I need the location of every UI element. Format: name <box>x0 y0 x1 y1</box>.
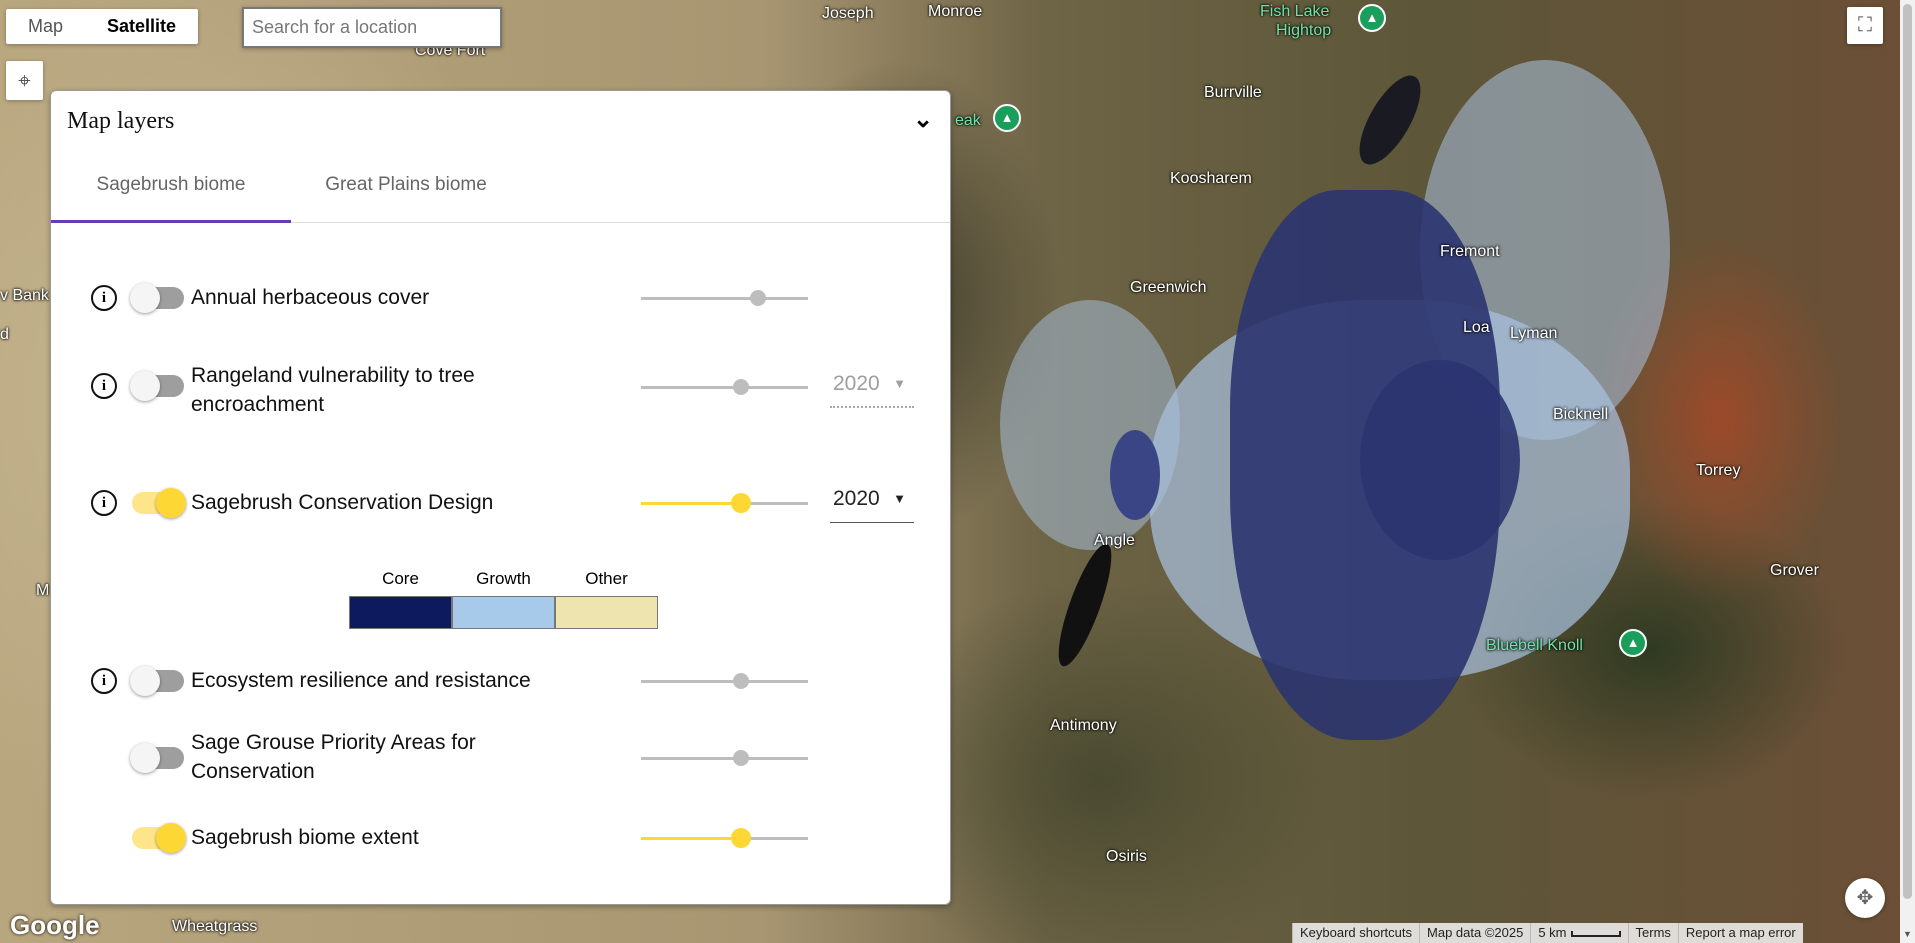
legend-label: Growth <box>476 569 531 588</box>
mountain-peak-icon[interactable]: ▲ <box>993 104 1021 132</box>
layer-toggle[interactable] <box>130 371 184 401</box>
location-search-input[interactable] <box>242 7 502 48</box>
info-icon[interactable]: i <box>91 668 117 694</box>
place-label: Torrey <box>1696 462 1741 479</box>
biome-tabs: Sagebrush biome Great Plains biome <box>51 151 950 223</box>
lake <box>1048 538 1122 672</box>
place-label: Wheatgrass <box>172 918 258 935</box>
lake <box>1347 66 1433 174</box>
layer-toggle[interactable] <box>130 283 184 313</box>
layer-label: Sage Grouse Priority Areas for Conservat… <box>191 731 476 783</box>
mountain-peak-icon[interactable]: ▲ <box>1619 629 1647 657</box>
place-label: Greenwich <box>1130 279 1207 296</box>
layer-toggle[interactable] <box>130 666 184 696</box>
place-label: Fremont <box>1440 243 1500 260</box>
scale-line <box>1570 930 1621 937</box>
year-value: 2020 <box>833 487 880 510</box>
place-label: Lyman <box>1510 325 1558 342</box>
map-layers-panel: Map layers ⌄ Sagebrush biome Great Plain… <box>50 90 951 905</box>
layer-toggle[interactable] <box>132 823 186 853</box>
tab-great-plains-biome[interactable]: Great Plains biome <box>325 174 487 195</box>
growth-area <box>1000 300 1180 550</box>
map-type-map-button[interactable]: Map <box>28 16 64 36</box>
place-label: Koosharem <box>1170 170 1252 187</box>
map-type-satellite-button[interactable]: Satellite <box>107 16 177 36</box>
info-icon[interactable]: i <box>91 285 117 311</box>
mountain-peak-icon[interactable]: ▲ <box>1358 4 1386 32</box>
scale-bar[interactable]: 5 km <box>1530 923 1627 943</box>
place-label: Bluebell Knoll <box>1486 637 1583 654</box>
legend-swatch-core <box>349 596 452 629</box>
info-icon[interactable]: i <box>91 490 117 516</box>
place-label: Antimony <box>1050 717 1117 734</box>
place-label: Monroe <box>928 3 983 20</box>
opacity-slider[interactable] <box>641 750 808 766</box>
legend-swatch-growth <box>452 596 555 629</box>
report-map-error-link[interactable]: Report a map error <box>1677 923 1803 943</box>
page-scrollbar[interactable]: ▼ <box>1900 0 1915 943</box>
place-label: Grover <box>1770 562 1819 579</box>
terms-link[interactable]: Terms <box>1627 923 1678 943</box>
fullscreen-icon[interactable]: ⛶ <box>1847 7 1883 44</box>
layer-toggle[interactable] <box>130 743 184 773</box>
layer-toggle[interactable] <box>132 488 186 518</box>
dropdown-arrow-icon: ▼ <box>893 491 906 506</box>
legend-label: Core <box>382 569 419 588</box>
place-label: Bicknell <box>1553 406 1609 423</box>
google-logo: Google <box>10 910 100 940</box>
scrollbar-thumb[interactable] <box>1903 4 1912 899</box>
info-icon[interactable]: i <box>91 373 117 399</box>
core-area <box>1360 360 1520 560</box>
place-label: v Bank <box>0 287 49 304</box>
legend-swatch-other <box>555 596 658 629</box>
place-label: Hightop <box>1276 22 1332 39</box>
layer-label: Ecosystem resilience and resistance <box>191 669 531 692</box>
legend-label: Other <box>585 569 628 588</box>
year-dropdown[interactable]: 2020 ▼ <box>830 364 914 408</box>
place-label: eak <box>955 112 981 129</box>
opacity-slider[interactable] <box>641 290 808 306</box>
place-label: Joseph <box>822 5 874 22</box>
map-attribution: Keyboard shortcuts Map data ©2025 5 km T… <box>1292 923 1803 943</box>
place-label: Angle <box>1094 532 1135 549</box>
opacity-slider[interactable] <box>641 379 808 395</box>
layer-label: Rangeland vulnerability to tree encroach… <box>191 364 475 416</box>
layer-label: Sagebrush Conservation Design <box>191 491 494 514</box>
keyboard-shortcuts-link[interactable]: Keyboard shortcuts <box>1292 923 1419 943</box>
dropdown-arrow-icon: ▼ <box>893 376 906 391</box>
map-type-control: Map Satellite <box>6 9 199 44</box>
place-label: Burrville <box>1204 84 1262 101</box>
place-label: M <box>36 582 50 599</box>
panel-title: Map layers <box>67 108 175 134</box>
opacity-slider[interactable] <box>641 493 808 513</box>
scroll-down-icon[interactable]: ▼ <box>1903 929 1912 939</box>
place-label: Osiris <box>1106 848 1147 865</box>
tab-sagebrush-biome[interactable]: Sagebrush biome <box>51 151 291 223</box>
year-value: 2020 <box>833 372 880 395</box>
opacity-slider[interactable] <box>641 673 808 689</box>
camera-control-icon[interactable]: ✥ <box>1845 878 1885 918</box>
my-location-icon[interactable]: ⌖ <box>6 61 43 100</box>
year-dropdown[interactable]: 2020 ▼ <box>830 479 914 523</box>
scale-label: 5 km <box>1538 925 1567 940</box>
layer-label: Annual herbaceous cover <box>191 286 430 309</box>
place-label: Fish Lake <box>1260 3 1330 20</box>
place-label: d <box>0 326 9 343</box>
map-data-text: Map data ©2025 <box>1419 923 1530 943</box>
layer-label: Sagebrush biome extent <box>191 826 419 849</box>
opacity-slider[interactable] <box>641 828 808 848</box>
place-label: Loa <box>1463 319 1490 336</box>
collapse-chevron-icon[interactable]: ⌄ <box>913 106 934 133</box>
core-area <box>1110 430 1160 520</box>
